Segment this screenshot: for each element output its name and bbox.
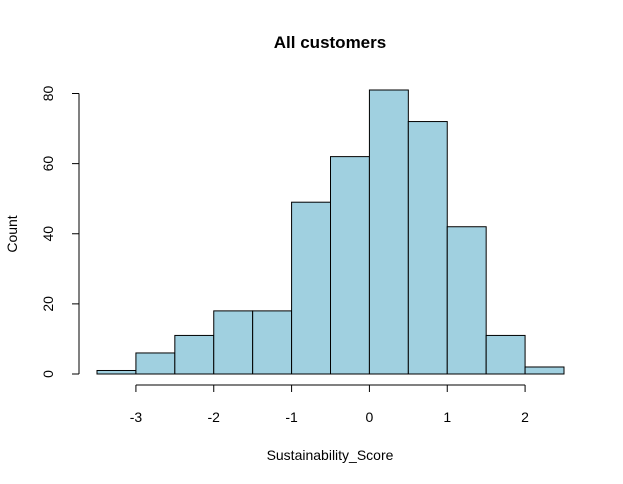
histogram-bar <box>368 89 409 375</box>
bars-group <box>96 89 565 375</box>
y-axis: 0 20 40 60 80 <box>40 86 80 378</box>
histogram-bar <box>524 366 565 375</box>
histogram-bar <box>174 334 215 375</box>
y-tick-label: 60 <box>40 156 56 172</box>
x-tick-label: 1 <box>443 409 451 425</box>
x-tick-label: 2 <box>521 409 529 425</box>
x-tick-label: -1 <box>285 409 298 425</box>
x-axis: -3 -2 -1 0 1 2 <box>130 384 529 425</box>
x-tick-label: -2 <box>208 409 221 425</box>
y-axis-label: Count <box>4 215 20 252</box>
chart-title: All customers <box>274 33 386 52</box>
y-tick-label: 40 <box>40 226 56 242</box>
histogram-bar <box>213 310 254 375</box>
histogram-bar <box>135 352 176 375</box>
y-tick-label: 20 <box>40 296 56 312</box>
histogram-bar <box>252 310 293 375</box>
x-tick-label: -3 <box>130 409 143 425</box>
histogram-bar <box>96 369 137 375</box>
histogram-bar <box>446 226 487 375</box>
histogram-bar <box>330 156 370 375</box>
histogram-bar <box>291 201 332 375</box>
y-tick-label: 0 <box>40 370 56 378</box>
histogram-bar <box>407 121 448 375</box>
y-tick-label: 80 <box>40 86 56 102</box>
x-axis-label: Sustainability_Score <box>267 447 394 463</box>
x-tick-label: 0 <box>366 409 374 425</box>
histogram-bar <box>485 334 526 375</box>
